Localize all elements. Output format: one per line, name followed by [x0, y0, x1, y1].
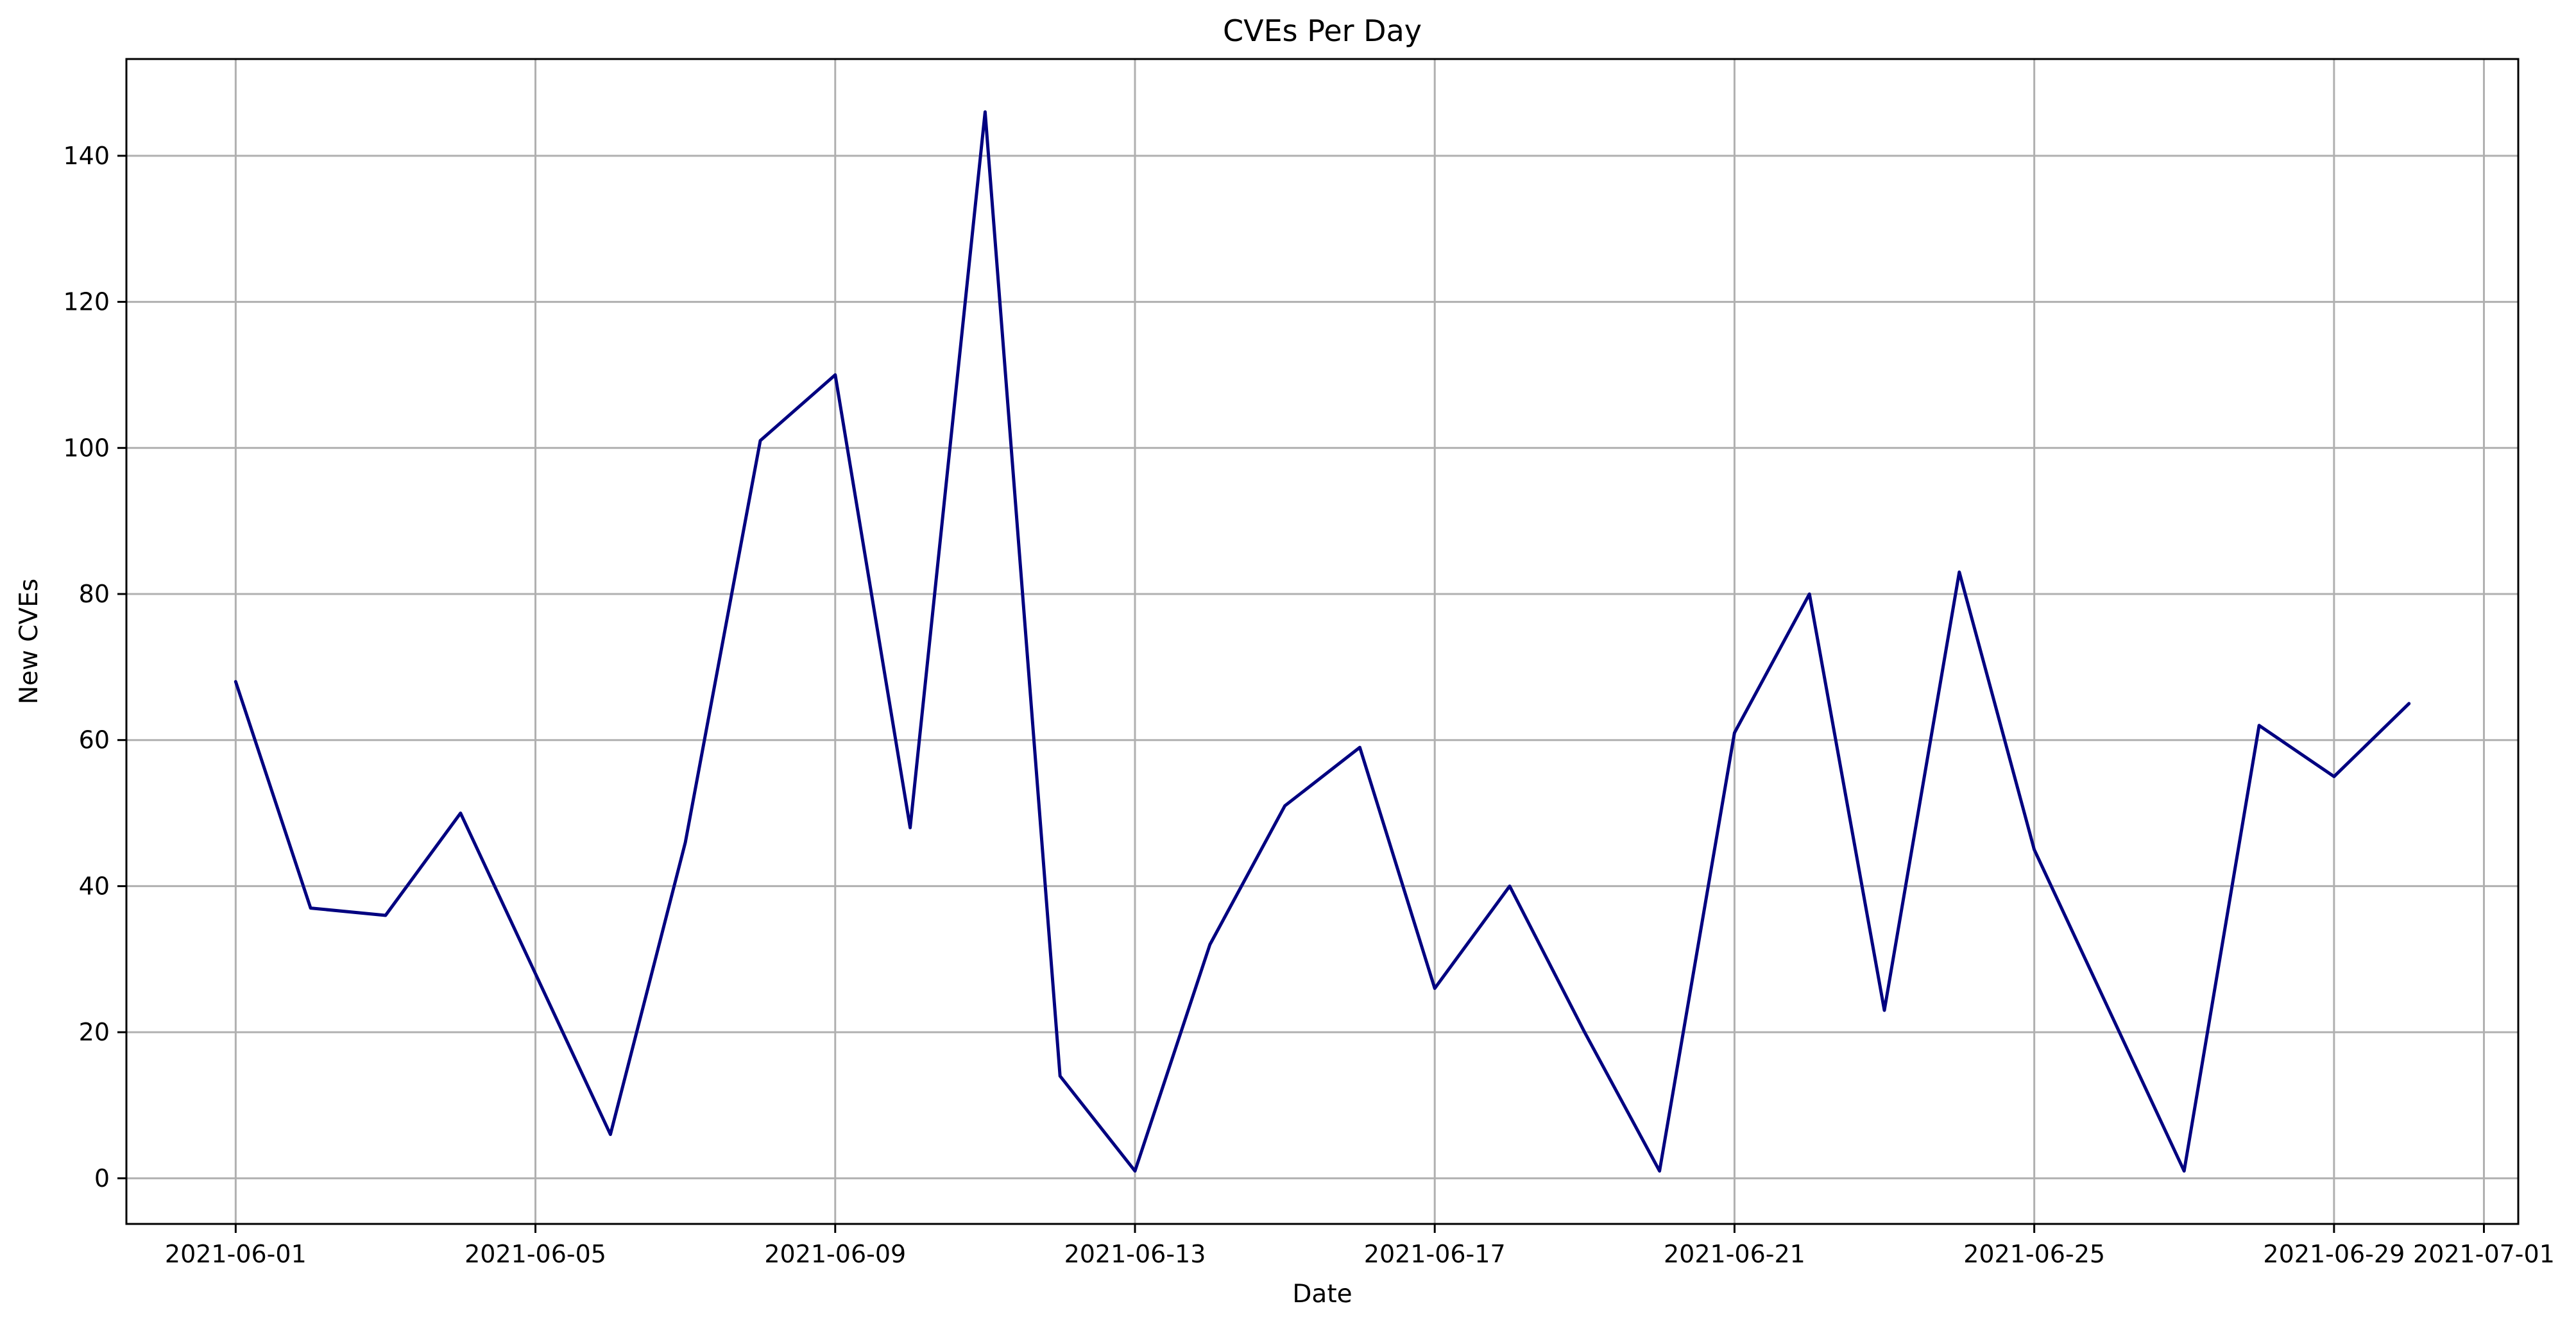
- x-tick-label: 2021-06-13: [1064, 1240, 1206, 1268]
- plot-frame: [125, 58, 2520, 1225]
- y-tick-label: 140: [63, 142, 110, 170]
- y-tick-label: 100: [63, 434, 110, 462]
- y-tick-label: 60: [79, 726, 110, 754]
- y-tick-label: 0: [94, 1164, 110, 1192]
- y-tick-label: 80: [79, 580, 110, 608]
- y-axis-ticks: 0 20 40 60 80 100 120 140: [63, 142, 126, 1192]
- chart-title: CVEs Per Day: [1223, 13, 1422, 48]
- x-tick-label: 2021-06-01: [165, 1240, 307, 1268]
- y-tick-label: 120: [63, 288, 110, 316]
- y-tick-label: 20: [79, 1018, 110, 1046]
- x-tick-label: 2021-06-05: [465, 1240, 606, 1268]
- x-tick-label: 2021-06-09: [764, 1240, 906, 1268]
- x-tick-label: 2021-06-25: [1963, 1240, 2105, 1268]
- x-tick-label: 2021-06-21: [1664, 1240, 1805, 1268]
- x-tick-label: 2021-06-29: [2263, 1240, 2405, 1268]
- x-axis-ticks: 2021-06-01 2021-06-05 2021-06-09 2021-06-13…: [165, 1224, 2555, 1268]
- series-line: [234, 110, 2411, 1173]
- y-tick-label: 40: [79, 872, 110, 900]
- grid: [126, 59, 2518, 1224]
- x-tick-label: 2021-06-17: [1364, 1240, 1506, 1268]
- x-axis-label: Date: [1292, 1280, 1352, 1309]
- y-axis-label: New CVEs: [15, 579, 44, 704]
- x-tick-label: 2021-07-01: [2413, 1240, 2555, 1268]
- series-layer: [234, 110, 2411, 1173]
